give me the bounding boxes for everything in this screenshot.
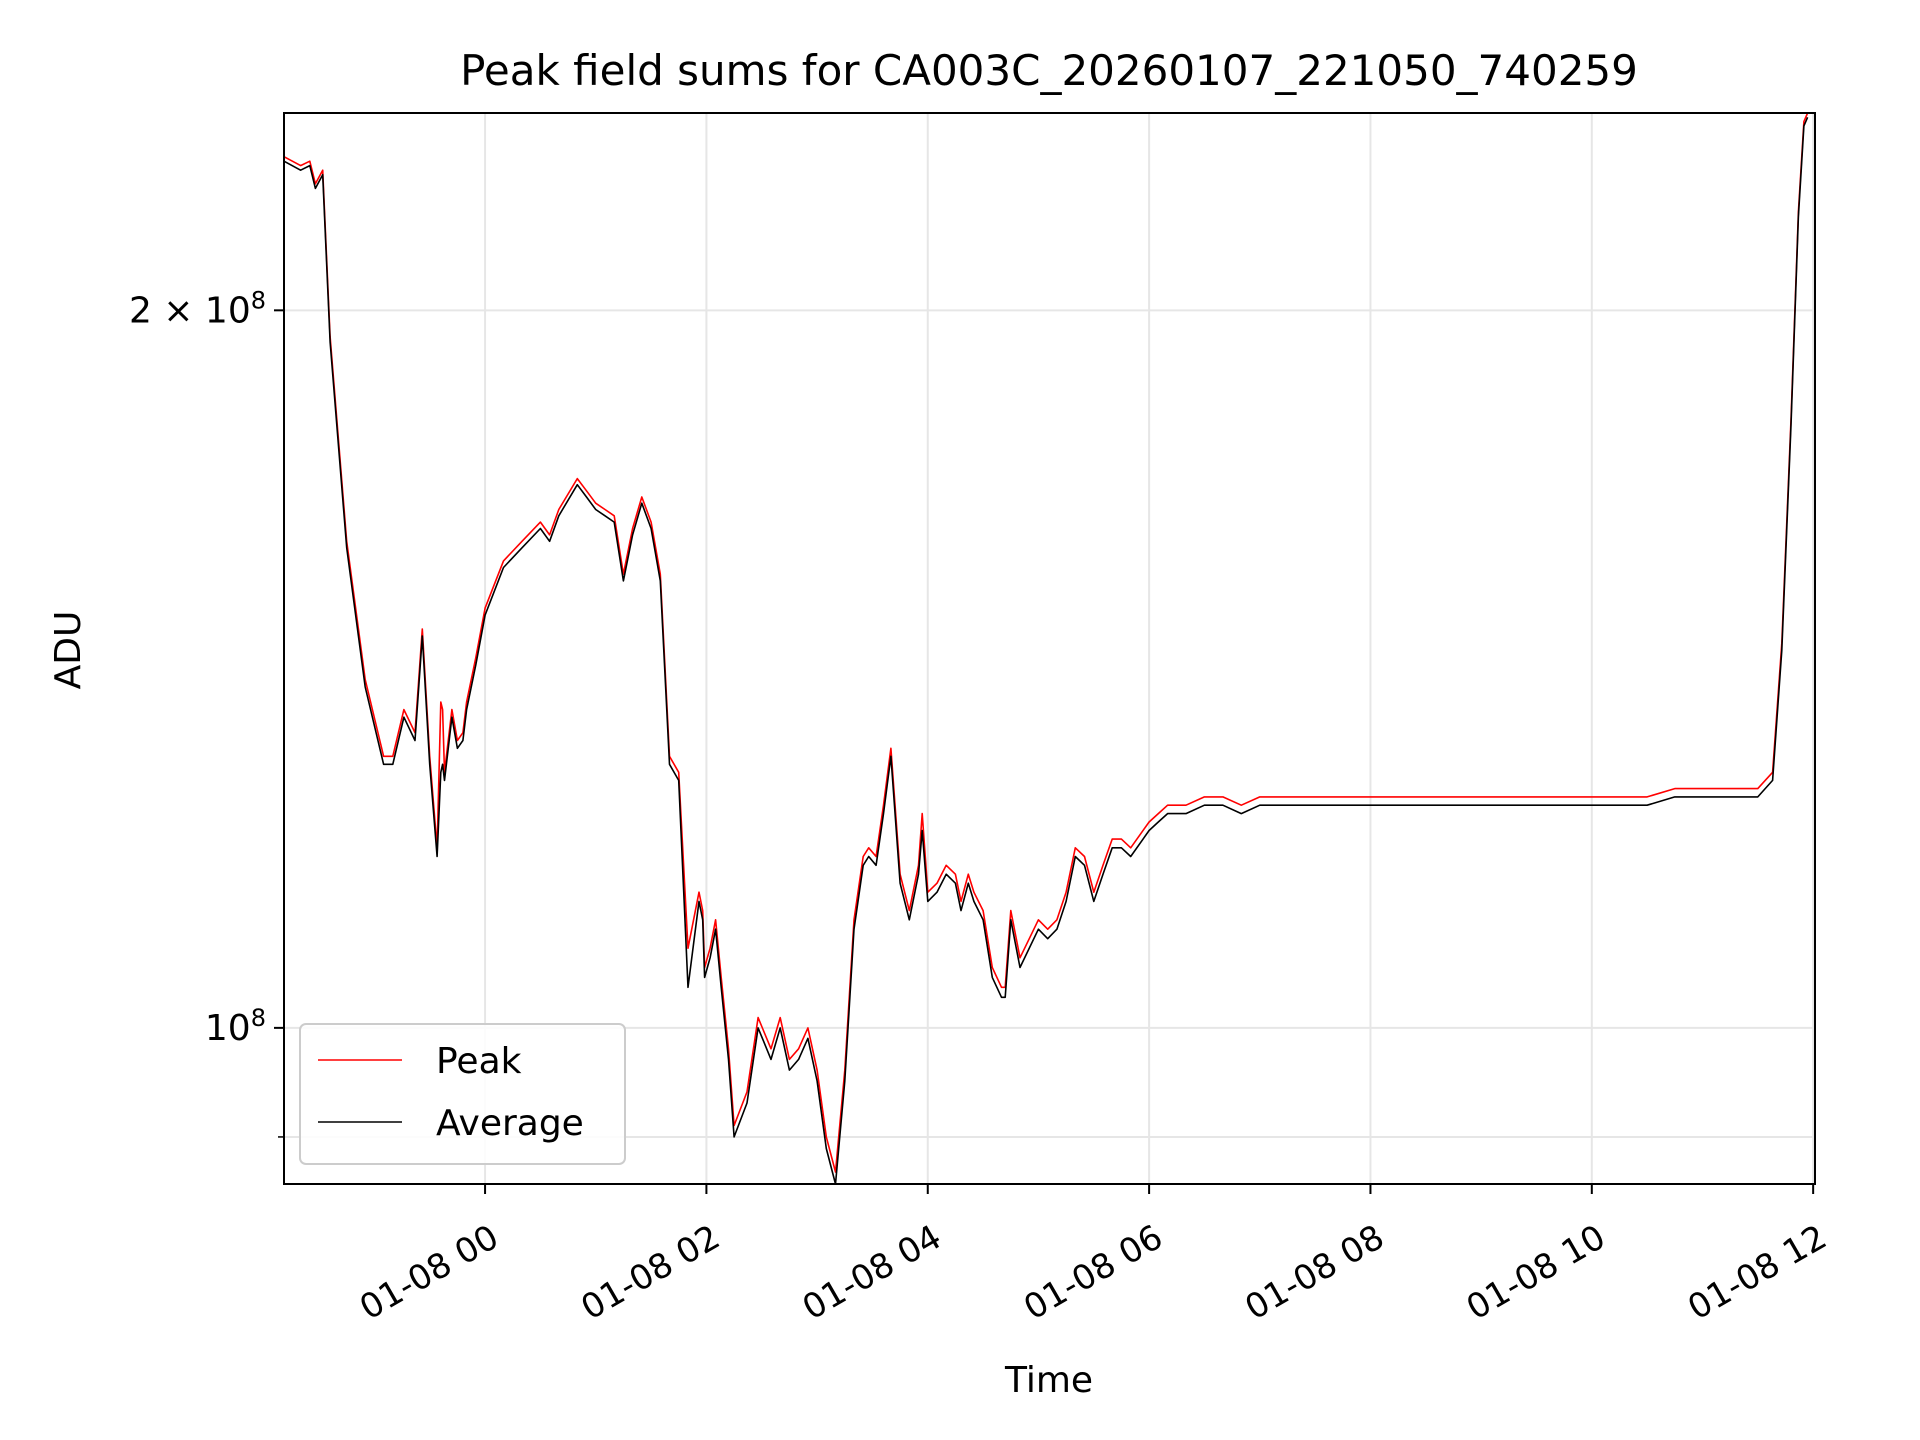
series-layer bbox=[283, 112, 1809, 1185]
y-tick-label: 108 bbox=[205, 1004, 266, 1049]
plot-frame bbox=[283, 112, 1816, 1185]
grid-lines bbox=[284, 113, 1815, 1184]
legend-box bbox=[299, 1023, 626, 1165]
y-tick-label-base: 2 × 10 bbox=[129, 290, 251, 331]
y-tick-label-base: 10 bbox=[205, 1008, 251, 1049]
y-tick-label: 2 × 108 bbox=[129, 286, 266, 331]
y-tick-label-exponent: 8 bbox=[251, 1004, 266, 1032]
series-line-average bbox=[283, 116, 1809, 1185]
legend-label-average: Average bbox=[436, 1103, 584, 1144]
y-tick-label-exponent: 8 bbox=[251, 286, 266, 314]
y-axis-label: ADU bbox=[48, 611, 89, 690]
legend: Peak Average bbox=[299, 1023, 626, 1165]
legend-label-peak: Peak bbox=[436, 1041, 522, 1082]
x-axis-label: Time bbox=[1004, 1360, 1093, 1401]
chart-title: Peak field sums for CA003C_20260107_2210… bbox=[460, 46, 1638, 95]
